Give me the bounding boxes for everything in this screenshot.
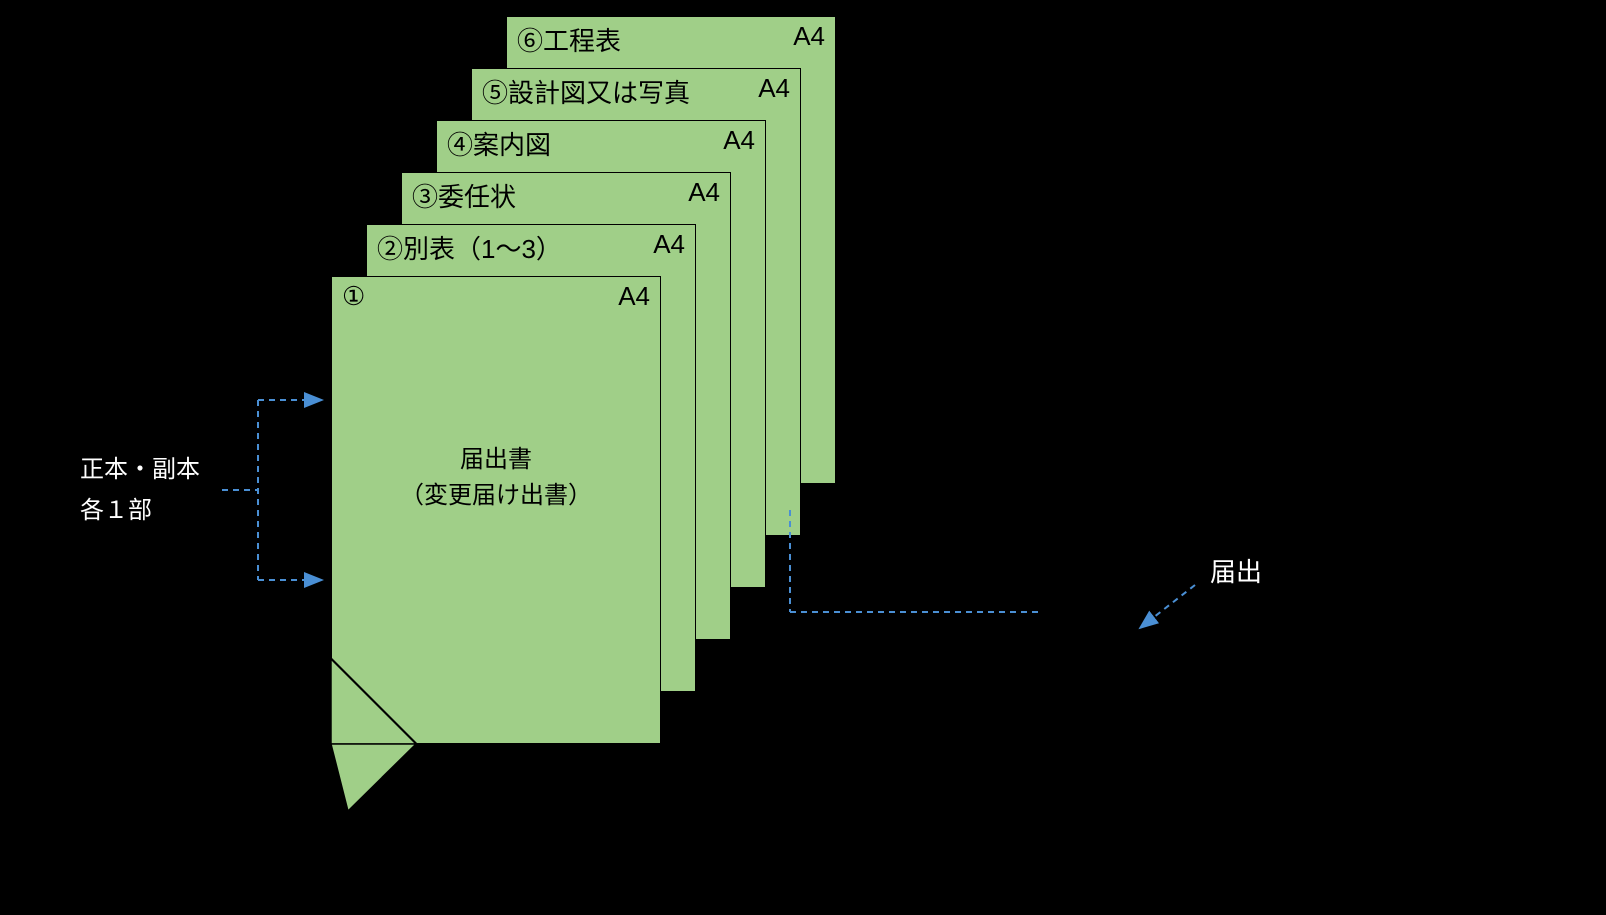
dog-ear-mask <box>332 658 417 743</box>
sheet-3-title: 委任状 <box>438 182 516 212</box>
sheet-2-num: ② <box>377 234 403 264</box>
sheet-4-label: ④案内図 <box>447 125 551 162</box>
sheet-4-num: ④ <box>447 130 473 160</box>
sheet-6-label: ⑥工程表 <box>517 21 621 58</box>
front-sheet-text: 届出書 （変更届け出書） <box>332 442 660 514</box>
left-note: 正本・副本 各１部 <box>80 450 200 532</box>
sheet-3-num: ③ <box>412 182 438 212</box>
sheet-5-label: ⑤設計図又は写真 <box>482 73 690 110</box>
sheet-1-label: ① <box>342 281 365 312</box>
sheet-4-size: A4 <box>723 125 755 156</box>
front-line1: 届出書 <box>460 446 532 473</box>
sheet-1: ① A4 届出書 （変更届け出書） <box>331 276 661 744</box>
left-note-line1: 正本・副本 <box>80 456 200 483</box>
sheet-3-label: ③委任状 <box>412 177 516 214</box>
sheet-5-num: ⑤ <box>482 78 508 108</box>
sheet-2-size: A4 <box>653 229 685 260</box>
sheet-6-title: 工程表 <box>543 26 621 56</box>
diagram-stage: ⑥工程表 A4 ⑤設計図又は写真 A4 ④案内図 A4 ③委任状 A4 ②別表（… <box>0 0 1606 915</box>
sheet-5-size: A4 <box>758 73 790 104</box>
sheet-6-size: A4 <box>793 21 825 52</box>
sheet-1-num: ① <box>342 281 365 311</box>
sheet-1-size: A4 <box>618 281 650 312</box>
sheet-2-label: ②別表（1～3） <box>377 229 562 266</box>
sheet-4-title: 案内図 <box>473 130 551 160</box>
sheet-6-num: ⑥ <box>517 26 543 56</box>
right-caption: 届出 <box>1210 552 1262 589</box>
left-note-line2: 各１部 <box>80 497 152 524</box>
sheet-3-size: A4 <box>688 177 720 208</box>
front-line2: （変更届け出書） <box>400 482 592 509</box>
sheet-2-title: 別表（1～3） <box>403 234 562 264</box>
sheet-5-title: 設計図又は写真 <box>508 78 690 108</box>
